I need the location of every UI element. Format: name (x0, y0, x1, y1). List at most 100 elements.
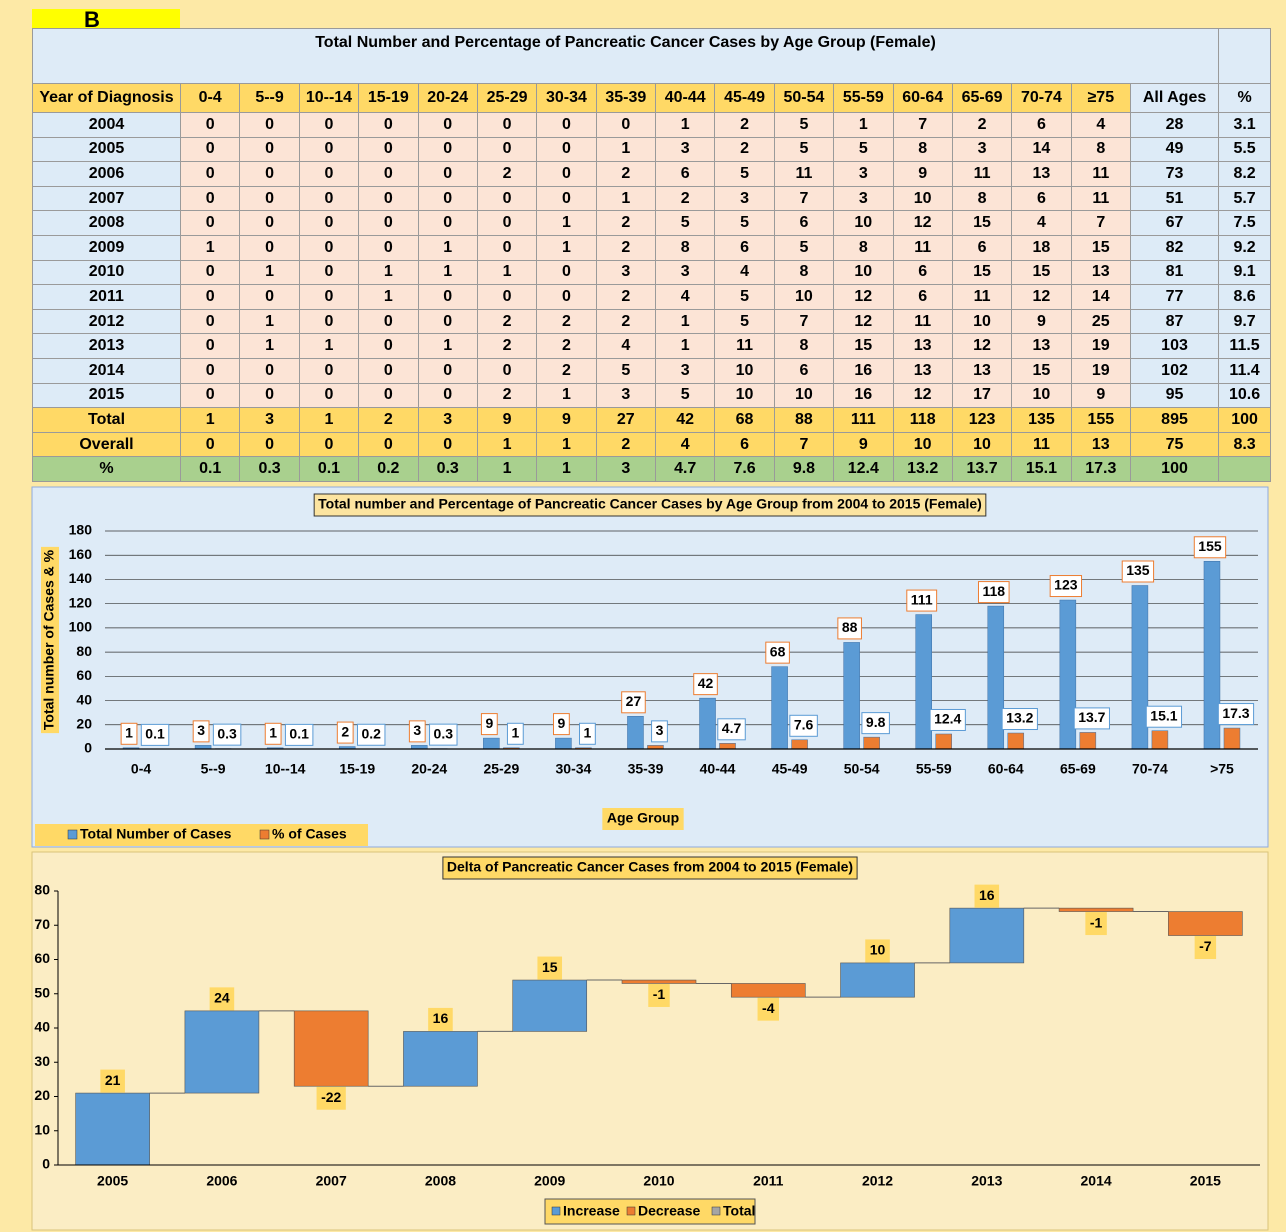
table-cell (1218, 28, 1272, 84)
table-row: 2005 0 0 0 0 0 0 0 1 3 2 5 5 8 3 14 8 49 5.5 (32, 136, 1272, 163)
data-label: 16 (433, 1010, 449, 1026)
table-cell: 0 (536, 112, 597, 138)
table-cell: 12 (1011, 284, 1072, 310)
bar (75, 1092, 150, 1166)
table-cell: 16 (833, 382, 894, 409)
y-tick-label: 180 (69, 522, 93, 538)
data-label: 0.3 (217, 725, 237, 741)
table-cell: 3 (595, 456, 657, 482)
table-cell: 3 (654, 136, 716, 163)
data-label: 9 (485, 715, 493, 731)
table-cell: 10 (833, 210, 894, 236)
table-cell: 2004 (32, 112, 181, 138)
table-cell: 0 (476, 136, 538, 163)
table-cell: 0 (298, 431, 360, 458)
bar (719, 743, 736, 750)
table-cell: 3 (417, 407, 478, 433)
table-cell: 11 (1011, 431, 1072, 458)
y-tick-label: 80 (76, 643, 92, 659)
table-cell: 7 (892, 112, 953, 138)
data-label-box (906, 589, 938, 612)
x-tick-label: 30-34 (556, 761, 592, 777)
x-tick-label: 2012 (862, 1173, 893, 1189)
table-cell: 12 (833, 284, 894, 310)
table-cell: 6 (714, 234, 775, 261)
y-tick-label: 0 (84, 740, 92, 756)
y-tick-label: 100 (69, 619, 93, 635)
table-cell: 0.1 (179, 456, 241, 482)
header-cell: % (1218, 83, 1272, 113)
data-label: 13.2 (1006, 710, 1033, 726)
table-cell: 1 (654, 333, 716, 359)
table-cell: 81 (1129, 259, 1220, 286)
table-cell: 2 (595, 308, 657, 335)
header-cell: 25-29 (476, 83, 538, 113)
data-label-box (120, 722, 138, 745)
data-label: 24 (214, 990, 230, 1006)
data-label-box (1217, 703, 1255, 726)
table-row: 2010 0 1 0 1 1 1 0 3 3 4 8 10 6 15 15 13 81 9.1 (32, 259, 1272, 286)
bar (403, 1031, 478, 1087)
table-cell: 1 (536, 431, 597, 458)
legend-box (35, 824, 368, 846)
table-cell: 2012 (32, 308, 181, 335)
x-tick-label: 20-24 (411, 761, 447, 777)
x-tick-label: 2006 (206, 1173, 237, 1189)
x-tick-label: 5--9 (201, 761, 226, 777)
table-cell: 10 (773, 382, 835, 409)
data-label: 10 (870, 942, 886, 958)
table-cell: 0 (417, 431, 478, 458)
table-cell: 1 (298, 407, 360, 433)
x-tick-label: 70-74 (1132, 761, 1168, 777)
x-tick-label: 2014 (1081, 1173, 1112, 1189)
table-cell: 103 (1129, 333, 1220, 359)
data-label: 12.4 (934, 711, 961, 727)
table-cell: 15 (833, 333, 894, 359)
data-label-box (1073, 707, 1110, 730)
table-cell: 0 (298, 161, 360, 187)
table-cell: 1 (417, 234, 478, 261)
table-cell: 87 (1129, 308, 1220, 335)
header-cell: 55-59 (833, 83, 894, 113)
x-tick-label: 15-19 (339, 761, 375, 777)
data-label: 4.7 (722, 720, 742, 736)
table-cell: 1 (595, 185, 657, 212)
table-cell: 2007 (32, 185, 181, 212)
table-cell: 0 (358, 234, 419, 261)
header-cell: 40-44 (654, 83, 716, 113)
bar (512, 979, 588, 1032)
table-cell: 0 (358, 185, 419, 212)
data-label: 155 (1198, 538, 1222, 554)
table-cell: 2 (951, 112, 1013, 138)
table-row: 2009 1 0 0 0 1 0 1 2 8 6 5 8 11 6 18 15 82 9.2 (32, 234, 1272, 261)
table-cell: 0 (239, 284, 300, 310)
table-cell: 1 (417, 333, 478, 359)
table-cell: 1 (654, 112, 716, 138)
table-cell: 1 (417, 259, 478, 286)
table-cell: 0 (536, 161, 597, 187)
legend-label: Total (723, 1203, 755, 1219)
bar (987, 605, 1005, 750)
data-label: 7.6 (794, 716, 814, 732)
table-cell: 3 (654, 259, 716, 286)
table-cell: 111 (833, 407, 894, 433)
table-cell: 0 (239, 112, 300, 138)
table-cell: 0 (239, 234, 300, 261)
y-tick-label: 0 (42, 1156, 50, 1172)
data-label: 111 (911, 591, 933, 607)
bar (915, 614, 932, 750)
table-cell: 7.5 (1218, 210, 1272, 236)
bar (935, 733, 952, 750)
y-tick-label: 120 (69, 594, 93, 610)
table-cell: 12.4 (833, 456, 894, 482)
data-label-box (929, 708, 966, 731)
x-tick-label: 35-39 (628, 761, 664, 777)
bar (863, 736, 880, 750)
table-cell: 9 (892, 161, 953, 187)
table-cell: 8 (892, 136, 953, 163)
table-cell: 2 (595, 210, 657, 236)
table-cell: 18 (1011, 234, 1072, 261)
table-cell: 100 (1218, 407, 1272, 433)
table-cell: 5 (714, 161, 775, 187)
table-cell: 0 (239, 431, 300, 458)
